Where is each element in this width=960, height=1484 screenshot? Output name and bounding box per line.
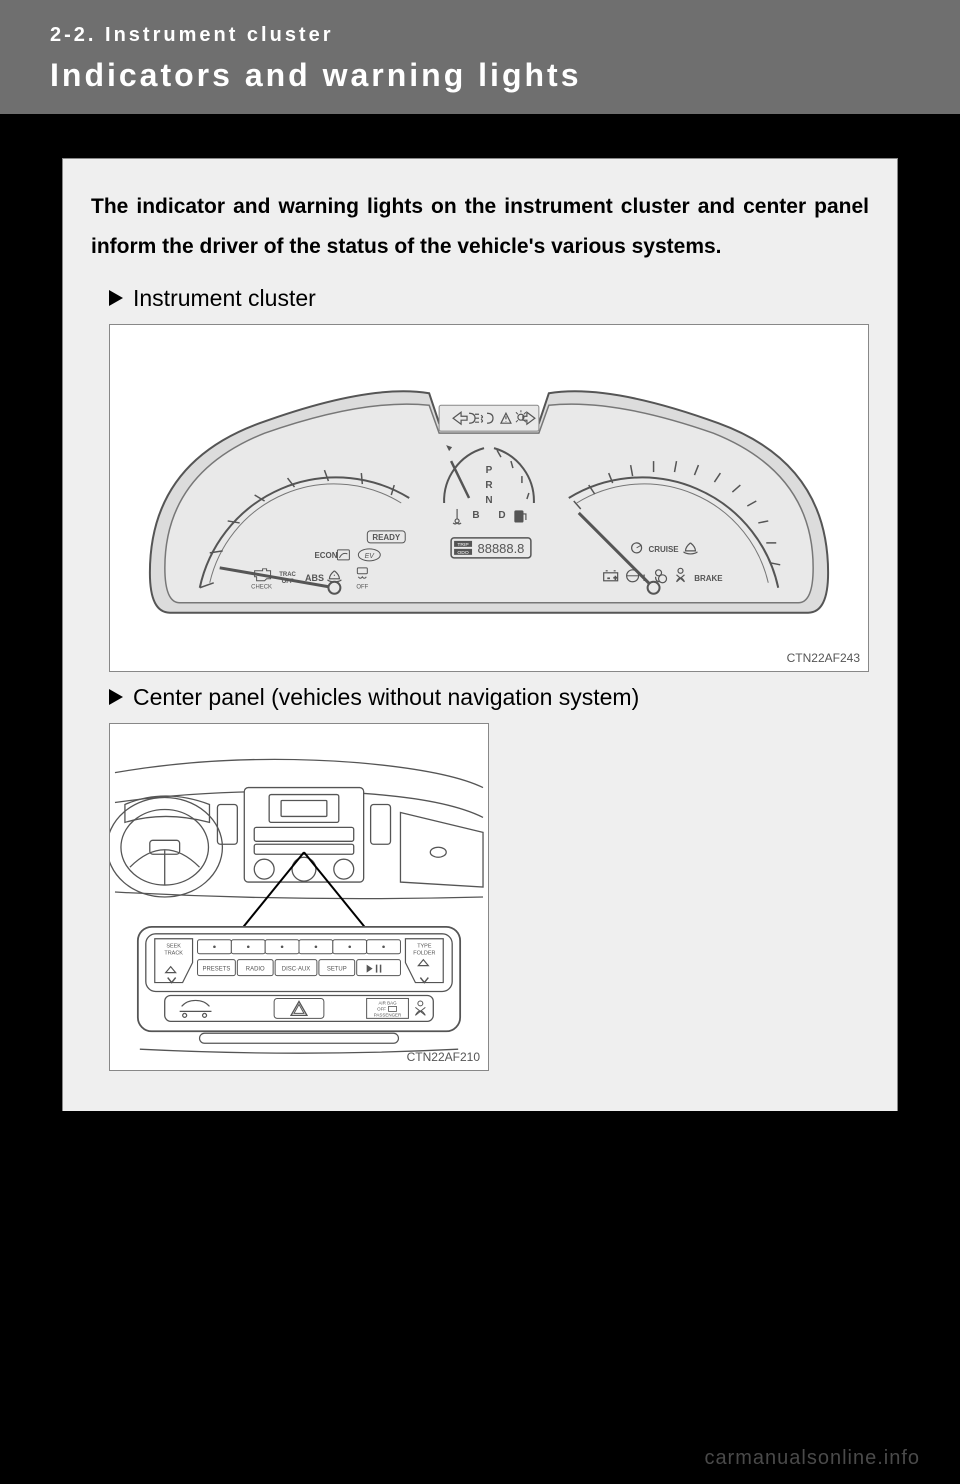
svg-text:N: N: [485, 495, 492, 506]
figure-caption: CTN22AF243: [787, 651, 860, 665]
svg-text:SETUP: SETUP: [327, 966, 347, 972]
svg-text:DISC·AUX: DISC·AUX: [282, 966, 310, 972]
ready-label: READY: [372, 533, 401, 542]
subsection-label: Center panel (vehicles without navigatio…: [133, 684, 639, 711]
svg-text:AIR BAG: AIR BAG: [378, 1000, 397, 1005]
svg-text:RADIO: RADIO: [246, 966, 265, 972]
instrument-cluster-svg: READY ECON EV CHECK TRAC OFF ABS: [110, 325, 868, 671]
svg-text:EV: EV: [365, 553, 376, 560]
svg-text:+: +: [614, 576, 618, 582]
section-number: 2-2. Instrument cluster: [50, 24, 910, 47]
svg-text:D: D: [498, 510, 505, 521]
triangle-bullet-icon: [109, 689, 123, 705]
page-title: Indicators and warning lights: [50, 57, 910, 94]
svg-text:TRAC: TRAC: [279, 572, 296, 578]
odometer-digits: 88888.8: [478, 541, 525, 556]
econ-label: ECON: [314, 551, 337, 560]
svg-text:OFF: OFF: [356, 585, 368, 591]
figure-caption: CTN22AF210: [407, 1050, 480, 1064]
svg-text:PASSENGER: PASSENGER: [374, 1012, 402, 1017]
content-panel: The indicator and warning lights on the …: [62, 158, 898, 1111]
abs-label: ABS: [305, 573, 324, 583]
svg-text:P: P: [486, 465, 493, 476]
svg-text:R: R: [485, 480, 492, 491]
svg-text:TRIP: TRIP: [457, 542, 469, 548]
brake-label: BRAKE: [694, 574, 722, 583]
center-panel-svg: SEEK TRACK TYPE FOLDER: [110, 724, 488, 1070]
intro-text: The indicator and warning lights on the …: [91, 187, 869, 267]
subsection-cluster: Instrument cluster: [109, 285, 869, 312]
watermark: carmanualsonline.info: [704, 1447, 920, 1470]
svg-text:SEEK: SEEK: [166, 944, 181, 950]
svg-text:-: -: [608, 576, 610, 582]
svg-text:TYPE: TYPE: [417, 944, 432, 950]
subsection-center-panel: Center panel (vehicles without navigatio…: [109, 684, 869, 711]
svg-text:ODO: ODO: [457, 550, 468, 556]
triangle-bullet-icon: [109, 290, 123, 306]
svg-text:PRESETS: PRESETS: [203, 966, 231, 972]
svg-text:B: B: [472, 510, 479, 521]
figure-instrument-cluster: READY ECON EV CHECK TRAC OFF ABS: [109, 324, 869, 672]
svg-text:FOLDER: FOLDER: [413, 950, 435, 956]
svg-text:CHECK: CHECK: [251, 585, 272, 591]
cruise-label: CRUISE: [648, 545, 678, 554]
header-bar: 2-2. Instrument cluster Indicators and w…: [0, 0, 960, 114]
subsection-label: Instrument cluster: [133, 285, 316, 312]
svg-text:OFF: OFF: [282, 579, 294, 585]
svg-text:!: !: [643, 573, 646, 583]
svg-text:OFF: OFF: [377, 1006, 386, 1011]
figure-center-panel: SEEK TRACK TYPE FOLDER: [109, 723, 489, 1071]
svg-text:TRACK: TRACK: [164, 950, 183, 956]
